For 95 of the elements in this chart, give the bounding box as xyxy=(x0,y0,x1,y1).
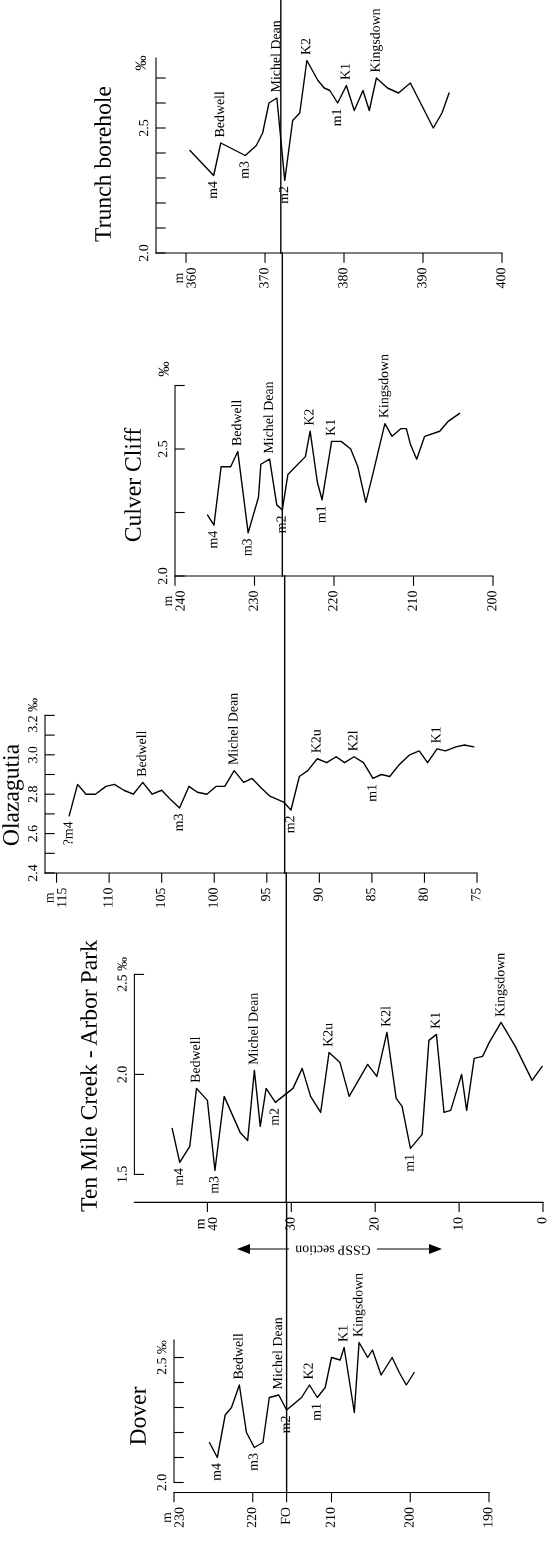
annotation: m1 xyxy=(311,1403,321,1421)
annotation: Bedwell xyxy=(231,399,242,446)
annotation: m3 xyxy=(209,1176,219,1194)
x-tick-label: 95 xyxy=(260,888,271,902)
y-tick-label: 3.0 xyxy=(27,746,38,763)
annotation: m3 xyxy=(248,1453,258,1471)
y-tick-label: 2.5 ‰ xyxy=(117,957,127,992)
annotation: m3 xyxy=(242,538,252,556)
x-tick-label: m 40 xyxy=(197,1217,218,1231)
x-tick-label: 75 xyxy=(471,888,481,901)
x-tick-label: 85 xyxy=(365,888,376,901)
annotation: K1 xyxy=(431,727,441,743)
y-tick-label: 2.6 xyxy=(27,825,38,842)
x-tick-label: m 230 xyxy=(164,1507,184,1528)
annotation: m3 xyxy=(239,161,249,179)
annotation: m2 xyxy=(269,1108,279,1126)
x-tick-label: 10 xyxy=(453,1217,463,1230)
x-tick-label: 100 xyxy=(208,888,218,908)
annotation: m4 xyxy=(207,181,218,199)
annotation: Michel Dean xyxy=(270,20,281,93)
y-tick-label: 2.8 xyxy=(27,786,38,803)
annotation: m4 xyxy=(211,1463,221,1481)
x-tick-label: m 360 xyxy=(176,268,196,288)
annotation: K2u xyxy=(323,1023,333,1047)
x-tick-label: m 115 xyxy=(47,888,67,907)
text: GSSP section xyxy=(295,1245,371,1255)
x-tick-label: 110 xyxy=(103,888,113,907)
y-axis-title: ‰ xyxy=(158,361,169,377)
annotation: m3 xyxy=(173,814,184,831)
x-tick-label: 190 xyxy=(483,1507,493,1527)
y-axis-title: ‰ xyxy=(135,55,146,71)
x-tick-label: 370 xyxy=(259,268,269,288)
annotation: Michel Dean xyxy=(263,381,274,454)
x-tick-label: 80 xyxy=(418,888,428,901)
x-tick-label: 220 xyxy=(246,1507,257,1528)
annotation: K1 xyxy=(338,1325,348,1342)
x-tick-label: 220 xyxy=(328,591,338,611)
annotation: K2l xyxy=(380,1006,391,1027)
y-tick-label: 2.5 ‰ xyxy=(156,1340,167,1375)
x-tick-label: 390 xyxy=(417,268,427,288)
x-tick-label: 0 xyxy=(537,1217,547,1224)
annotation: Michel Dean xyxy=(272,1317,283,1390)
annotation: Kingsdown xyxy=(370,8,383,73)
annotation: K2u xyxy=(311,729,321,753)
x-tick-label: FO xyxy=(280,1507,291,1525)
annotation: K1 xyxy=(430,1012,440,1029)
y-tick-label: 2.0 xyxy=(117,1066,127,1083)
annotation: m2 xyxy=(285,816,295,833)
x-tick-label: 105 xyxy=(155,888,166,908)
annotation: K2l xyxy=(347,730,358,751)
annotation: Kingsdown xyxy=(352,1273,366,1337)
annotation: K2 xyxy=(304,409,314,426)
annotation: Bedwell xyxy=(136,730,147,777)
x-tick-label: 200 xyxy=(404,1507,414,1528)
x-tick-label: 210 xyxy=(325,1507,335,1528)
x-tick-label: 400 xyxy=(496,268,506,289)
annotation: Michel Dean xyxy=(248,992,258,1065)
y-tick-label: 2.4 xyxy=(27,864,38,882)
y-tick-label: 2.5 xyxy=(157,440,168,458)
annotation: ?m4 xyxy=(63,821,73,845)
x-tick-label: 210 xyxy=(407,591,417,611)
text: Culver Cliff xyxy=(124,427,141,542)
annotation: Michel Dean xyxy=(227,693,238,765)
annotation: Bedwell xyxy=(190,1036,200,1083)
annotation: K1 xyxy=(325,419,335,436)
x-tick-label: 90 xyxy=(313,888,323,902)
annotation: K1 xyxy=(340,63,350,80)
annotation: K2 xyxy=(303,1363,313,1380)
annotation: Kingsdown xyxy=(494,953,508,1017)
y-tick-label: 2.0 xyxy=(156,1474,167,1491)
x-tick-label: 20 xyxy=(369,1217,379,1231)
annotation: K2 xyxy=(301,38,311,55)
y-tick-label: 1.5 xyxy=(117,1166,127,1182)
annotation: Kingsdown xyxy=(378,354,392,418)
text: Olazagutia xyxy=(2,744,24,846)
annotation: m1 xyxy=(331,109,342,127)
x-tick-label: 380 xyxy=(338,268,348,288)
text: Trunch borehole xyxy=(94,86,111,242)
annotation: m4 xyxy=(208,530,218,549)
text: Dover xyxy=(130,1386,146,1445)
y-tick-label: 2.0 xyxy=(157,567,168,585)
x-tick-label: m 240 xyxy=(165,591,185,611)
x-tick-label: 200 xyxy=(487,591,497,611)
annotation: Bedwell xyxy=(214,91,225,138)
annotation: m1 xyxy=(316,506,326,523)
annotation: m1 xyxy=(404,1154,414,1172)
annotation: m4 xyxy=(173,1168,184,1186)
y-tick-label: 3.2 ‰ xyxy=(27,698,38,733)
y-tick-label: 2.0 xyxy=(138,244,149,262)
annotation: m1 xyxy=(367,784,377,802)
annotation: m2 xyxy=(278,186,289,204)
annotation: Bedwell xyxy=(233,1333,243,1380)
y-tick-label: 2.5 xyxy=(138,119,149,137)
text: Ten Mile Creek - Arbor Park xyxy=(80,940,97,1212)
x-tick-label: 230 xyxy=(248,591,258,611)
